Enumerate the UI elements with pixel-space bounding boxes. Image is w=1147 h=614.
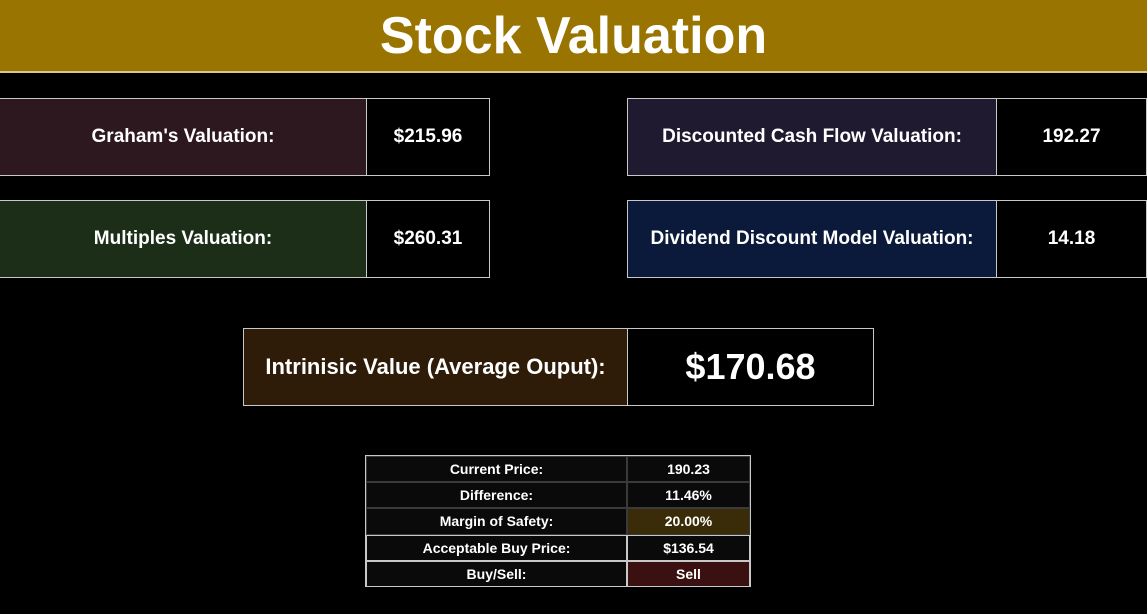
valuation-label: Graham's Valuation: <box>0 98 367 176</box>
row-value: 20.00% <box>627 508 750 535</box>
valuation-value: 192.27 <box>996 98 1147 176</box>
row-value: 11.46% <box>627 482 750 509</box>
row-value: Sell <box>627 560 750 587</box>
valuation-value: $215.96 <box>366 98 490 176</box>
intrinsic-value: $170.68 <box>627 328 874 406</box>
row-label: Acceptable Buy Price: <box>366 534 627 561</box>
row-label: Difference: <box>366 482 627 509</box>
row-value: $136.54 <box>627 534 750 561</box>
summary-table: Current Price: 190.23 Difference: 11.46% Mar… <box>365 455 751 587</box>
row-label: Margin of Safety: <box>366 508 627 535</box>
valuation-label: Multiples Valuation: <box>0 200 367 278</box>
page-title: Stock Valuation <box>0 0 1147 73</box>
valuation-label: Dividend Discount Model Valuation: <box>627 200 997 278</box>
row-value: 190.23 <box>627 456 750 483</box>
valuation-value: 14.18 <box>996 200 1147 278</box>
valuation-value: $260.31 <box>366 200 490 278</box>
valuation-label: Discounted Cash Flow Valuation: <box>627 98 997 176</box>
row-label: Current Price: <box>366 456 627 483</box>
intrinsic-label: Intrinisic Value (Average Ouput): <box>243 328 628 406</box>
row-label: Buy/Sell: <box>366 560 627 587</box>
